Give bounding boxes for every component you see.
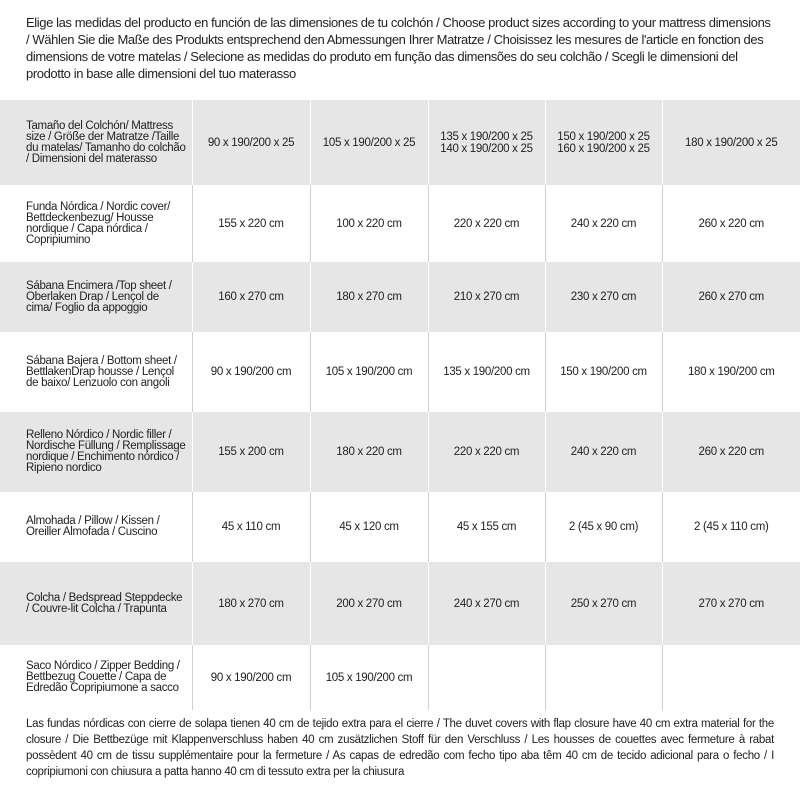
size-cell: 90 x 190/200 cm [191,645,310,710]
size-cell: 220 x 220 cm [427,185,545,262]
row-label: Almohada / Pillow / Kissen / Oreiller Al… [26,515,160,538]
size-cell: 2 (45 x 110 cm) [661,492,800,562]
size-cell: 90 x 190/200 cm [191,332,310,412]
size-cell: 230 x 270 cm [544,262,662,332]
size-cell: 90 x 190/200 x 25 [191,100,310,185]
size-cell: 135 x 190/200 cm [427,332,545,412]
table-row: Tamaño del Colchón/ Mattress size / Größ… [0,100,800,185]
size-cell: 260 x 220 cm [661,412,800,492]
size-cell: 260 x 270 cm [661,262,800,332]
size-cell: 200 x 270 cm [309,562,428,645]
table-row: Sábana Bajera / Bottom sheet / Bettlaken… [0,332,800,412]
size-cell: 100 x 220 cm [309,185,428,262]
size-cell: 270 x 270 cm [661,562,800,645]
size-cell: 155 x 220 cm [191,185,310,262]
size-cell: 160 x 270 cm [191,262,310,332]
size-cell: 105 x 190/200 x 25 [309,100,428,185]
size-cell: 220 x 220 cm [427,412,545,492]
size-table: Tamaño del Colchón/ Mattress size / Größ… [0,100,800,710]
size-cell: 240 x 220 cm [544,412,662,492]
row-label: Saco Nórdico / Zipper Bedding / Bettbezu… [26,660,180,694]
size-cell [661,645,800,710]
table-row: Sábana Encimera /Top sheet / Oberlaken D… [0,262,800,332]
size-cell: 180 x 190/200 cm [661,332,800,412]
size-cell: 45 x 155 cm [427,492,545,562]
size-cell: 105 x 190/200 cm [309,332,428,412]
size-cell: 180 x 190/200 x 25 [661,100,800,185]
size-cell: 180 x 270 cm [309,262,428,332]
row-label: Colcha / Bedspread Steppdecke / Couvre-l… [26,591,183,615]
size-cell: 45 x 120 cm [309,492,428,562]
size-cell: 150 x 190/200 cm [544,332,662,412]
footer-note: Las fundas nórdicas con cierre de solapa… [26,718,774,778]
size-cell: 2 (45 x 90 cm) [544,492,662,562]
table-row: Colcha / Bedspread Steppdecke / Couvre-l… [0,562,800,645]
row-label: Sábana Encimera /Top sheet / Oberlaken D… [26,279,172,314]
size-cell: 135 x 190/200 x 25 140 x 190/200 x 25 [427,100,545,185]
row-label: Relleno Nórdico / Nordic filler / Nordis… [26,429,186,474]
size-cell: 210 x 270 cm [427,262,545,332]
size-cell: 155 x 200 cm [191,412,310,492]
table-row: Saco Nórdico / Zipper Bedding / Bettbezu… [0,645,800,710]
size-cell: 240 x 220 cm [544,185,662,262]
size-cell: 45 x 110 cm [191,492,310,562]
row-label: Sábana Bajera / Bottom sheet / Bettlaken… [26,354,177,389]
size-cell: 105 x 190/200 cm [309,645,428,710]
table-row: Almohada / Pillow / Kissen / Oreiller Al… [0,492,800,562]
table-row: Relleno Nórdico / Nordic filler / Nordis… [0,412,800,492]
size-cell: 240 x 270 cm [427,562,545,645]
size-cell: 250 x 270 cm [544,562,662,645]
size-cell: 150 x 190/200 x 25 160 x 190/200 x 25 [544,100,662,185]
row-label: Funda Nórdica / Nordic cover/ Bettdecken… [26,200,171,246]
size-cell: 260 x 220 cm [661,185,800,262]
row-label: Tamaño del Colchón/ Mattress size / Größ… [26,119,186,165]
header-title: Elige las medidas del producto en funció… [26,15,771,81]
size-cell [544,645,662,710]
table-row: Funda Nórdica / Nordic cover/ Bettdecken… [0,185,800,262]
size-cell [427,645,545,710]
size-cell: 180 x 220 cm [309,412,428,492]
size-cell: 180 x 270 cm [191,562,310,645]
